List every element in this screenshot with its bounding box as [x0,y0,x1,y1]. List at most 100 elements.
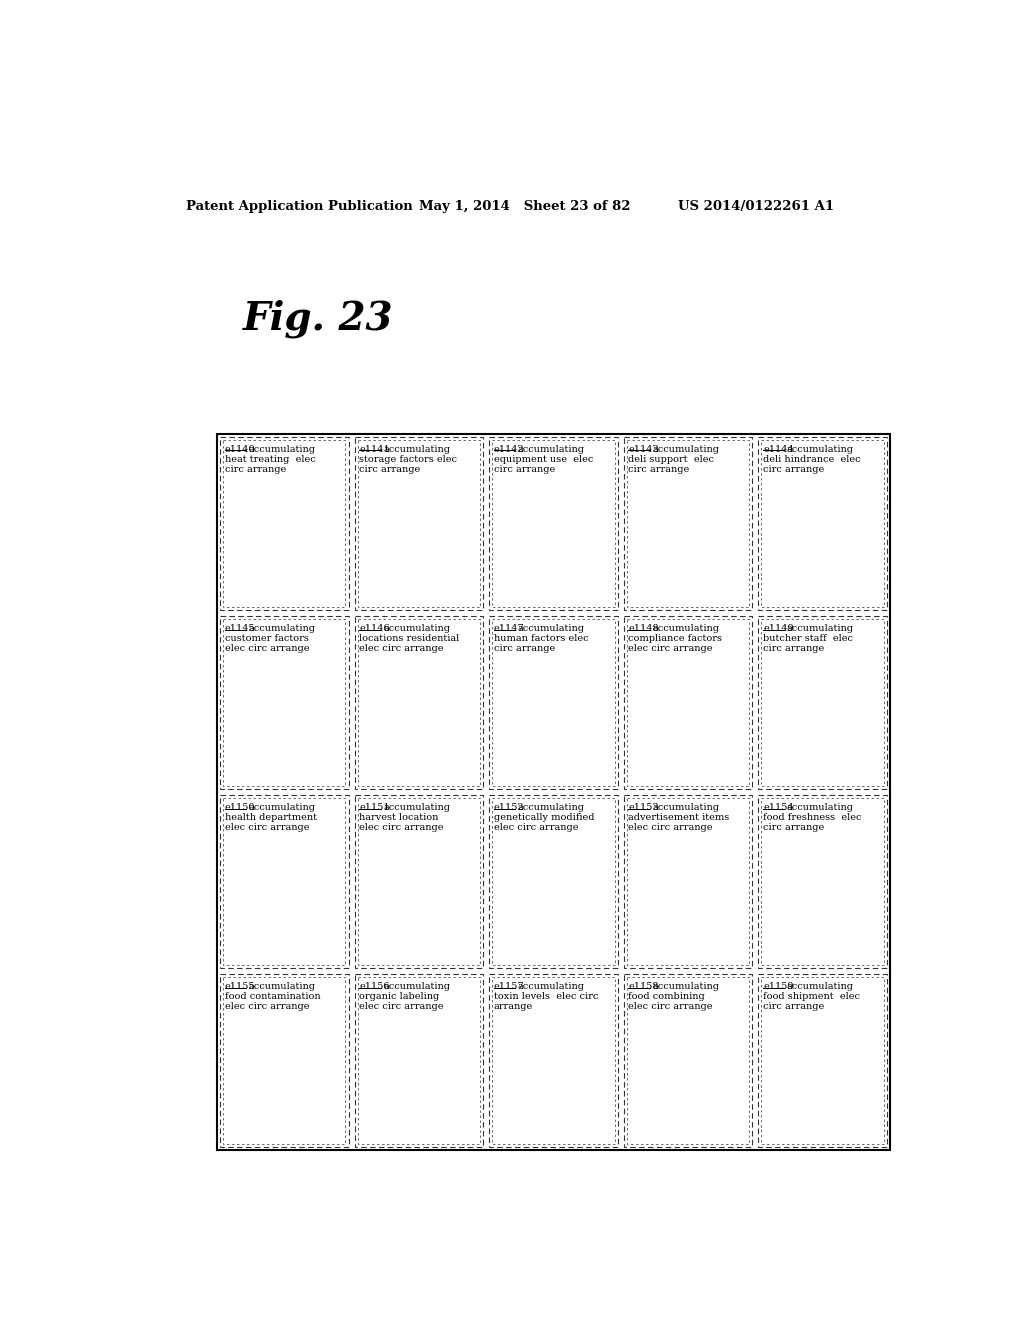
Text: circ arrange: circ arrange [359,465,421,474]
Text: storage factors elec: storage factors elec [359,455,458,463]
Bar [357,441,480,607]
Text: e1147: e1147 [494,624,524,632]
Text: elec circ arrange: elec circ arrange [629,1002,713,1011]
Text: accumulating: accumulating [383,445,451,454]
Bar [627,441,750,607]
Bar [627,977,750,1144]
Text: food freshness  elec: food freshness elec [763,813,861,822]
Text: compliance factors: compliance factors [629,634,723,643]
Text: accumulating: accumulating [383,624,451,632]
Bar [223,799,345,965]
Text: food contamination: food contamination [225,991,321,1001]
Text: e1159: e1159 [763,982,794,991]
Bar [762,799,884,965]
Text: customer factors: customer factors [225,634,309,643]
Text: elec circ arrange: elec circ arrange [359,644,444,653]
Text: human factors elec: human factors elec [494,634,589,643]
Text: e1156: e1156 [359,982,390,991]
Text: e1155: e1155 [225,982,255,991]
Text: organic labeling: organic labeling [359,991,439,1001]
Text: e1149: e1149 [763,624,794,632]
Text: accumulating: accumulating [786,445,854,454]
Bar [223,619,345,785]
Text: e1144: e1144 [763,445,794,454]
Text: Fig. 23: Fig. 23 [243,300,393,338]
Text: equipment use  elec: equipment use elec [494,455,593,463]
Text: elec circ arrange: elec circ arrange [359,822,444,832]
Text: e1140: e1140 [225,445,256,454]
Text: health department: health department [225,813,316,822]
Text: circ arrange: circ arrange [763,1002,824,1011]
Text: deli support  elec: deli support elec [629,455,715,463]
Text: accumulating: accumulating [517,803,585,812]
Bar [493,799,614,965]
Text: elec circ arrange: elec circ arrange [629,644,713,653]
Text: harvest location: harvest location [359,813,439,822]
Text: elec circ arrange: elec circ arrange [225,822,309,832]
Text: circ arrange: circ arrange [763,465,824,474]
Bar [220,974,348,1147]
Text: accumulating: accumulating [517,624,585,632]
Bar [357,799,480,965]
Text: accumulating: accumulating [383,803,451,812]
Bar [759,974,887,1147]
Text: heat treating  elec: heat treating elec [225,455,315,463]
Text: Patent Application Publication: Patent Application Publication [186,199,413,213]
Bar [493,441,614,607]
Text: advertisement items: advertisement items [629,813,730,822]
Bar [493,977,614,1144]
Text: e1148: e1148 [629,624,659,632]
Text: accumulating: accumulating [786,982,854,991]
Text: May 1, 2014   Sheet 23 of 82: May 1, 2014 Sheet 23 of 82 [419,199,630,213]
Bar [220,437,348,610]
Bar [762,441,884,607]
Text: accumulating: accumulating [652,445,719,454]
Text: circ arrange: circ arrange [763,644,824,653]
Bar [493,619,614,785]
Bar [489,795,617,968]
Bar [624,437,753,610]
Text: accumulating: accumulating [249,624,315,632]
Text: elec circ arrange: elec circ arrange [494,822,579,832]
Text: e1158: e1158 [629,982,659,991]
Bar [759,795,887,968]
Text: elec circ arrange: elec circ arrange [225,1002,309,1011]
Bar [759,616,887,789]
Text: e1154: e1154 [763,803,794,812]
Text: elec circ arrange: elec circ arrange [225,644,309,653]
Bar [354,616,483,789]
Bar [357,619,480,785]
Text: US 2014/0122261 A1: US 2014/0122261 A1 [678,199,835,213]
Bar [627,619,750,785]
Text: e1152: e1152 [494,803,524,812]
Text: food shipment  elec: food shipment elec [763,991,860,1001]
Text: genetically modified: genetically modified [494,813,595,822]
Bar [489,437,617,610]
Bar [489,616,617,789]
Bar [624,795,753,968]
Text: accumulating: accumulating [652,624,719,632]
Text: circ arrange: circ arrange [629,465,690,474]
Text: circ arrange: circ arrange [763,822,824,832]
Text: accumulating: accumulating [652,982,719,991]
Text: accumulating: accumulating [249,982,315,991]
Text: accumulating: accumulating [786,624,854,632]
Text: circ arrange: circ arrange [494,465,555,474]
Bar [627,799,750,965]
Text: e1153: e1153 [629,803,659,812]
Text: toxin levels  elec circ: toxin levels elec circ [494,991,598,1001]
Bar [217,434,890,1150]
Bar [220,616,348,789]
Bar [624,616,753,789]
Text: food combining: food combining [629,991,706,1001]
Text: locations residential: locations residential [359,634,460,643]
Text: accumulating: accumulating [517,445,585,454]
Text: elec circ arrange: elec circ arrange [359,1002,444,1011]
Bar [489,974,617,1147]
Text: accumulating: accumulating [249,445,315,454]
Text: circ arrange: circ arrange [225,465,286,474]
Text: e1145: e1145 [225,624,256,632]
Text: e1146: e1146 [359,624,390,632]
Text: accumulating: accumulating [249,803,315,812]
Bar [354,974,483,1147]
